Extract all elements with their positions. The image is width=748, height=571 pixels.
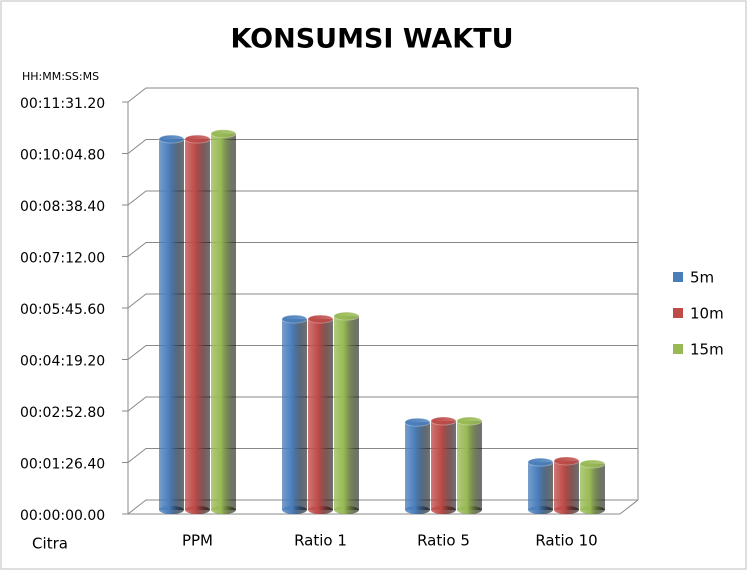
grid-line	[127, 345, 638, 360]
y-tick-label: 00:11:31.20	[20, 96, 105, 112]
y-tick-label: 00:07:12.00	[20, 251, 105, 267]
bar-cap	[579, 459, 606, 469]
y-tick-label: 00:00:00.00	[20, 508, 105, 524]
bar-cap	[430, 416, 457, 426]
bar-cap	[553, 456, 580, 466]
y-tick-label: 00:05:45.60	[20, 302, 105, 318]
bar	[334, 316, 359, 510]
legend-label: 10m	[690, 305, 724, 323]
bar-base	[185, 506, 210, 514]
bar	[185, 139, 210, 511]
bar-base	[405, 506, 430, 514]
bar-cap	[456, 416, 483, 426]
bar	[211, 133, 236, 510]
grid-line	[127, 139, 638, 154]
grid-line	[127, 190, 638, 206]
y-tick-label: 00:10:04.80	[20, 148, 105, 164]
grid-line	[127, 242, 638, 257]
bar-base	[334, 506, 359, 514]
bar	[308, 319, 333, 510]
bar-base	[159, 506, 184, 514]
x-tick-label: Ratio 5	[417, 532, 470, 550]
bar-cap	[333, 311, 360, 321]
bar-base	[528, 506, 553, 514]
legend-swatch	[673, 272, 683, 282]
bar	[528, 462, 553, 510]
bar	[431, 421, 456, 510]
grid-line	[127, 87, 638, 103]
y-axis-label: HH:MM:SS:MS	[22, 70, 99, 83]
legend-swatch	[673, 344, 683, 354]
y-tick-label: 00:08:38.40	[20, 199, 105, 215]
bar-base	[554, 506, 579, 514]
x-tick-label: PPM	[182, 532, 213, 550]
legend-label: 15m	[690, 341, 724, 359]
bar-base	[308, 506, 333, 514]
bar	[405, 422, 430, 510]
legend-swatch	[673, 308, 683, 318]
x-tick-label: Ratio 1	[294, 532, 347, 550]
grid-line	[127, 396, 638, 412]
bar-base	[580, 506, 605, 514]
bar-base	[282, 506, 307, 514]
x-tick-label: Ratio 10	[535, 532, 597, 550]
y-tick-label: 00:02:52.80	[20, 405, 105, 421]
bar	[554, 460, 579, 510]
bar-cap	[281, 314, 308, 324]
bar	[457, 421, 482, 510]
bar-cap	[307, 314, 334, 324]
bar-cap	[210, 129, 237, 139]
bar-base	[431, 506, 456, 514]
bar-cap	[404, 417, 431, 427]
bar-base	[211, 506, 236, 514]
legend-label: 5m	[690, 269, 714, 287]
bar	[159, 139, 184, 511]
bar-base	[457, 506, 482, 514]
bar-cap	[184, 134, 211, 144]
x-axis-label: Citra	[32, 535, 68, 553]
bar-cap	[527, 457, 554, 467]
axis-line	[619, 499, 639, 515]
bar	[282, 319, 307, 510]
bar	[580, 463, 605, 510]
grid-line	[127, 293, 638, 309]
y-tick-label: 00:01:26.40	[20, 457, 105, 473]
bar-cap	[158, 134, 185, 144]
y-tick-label: 00:04:19.20	[20, 354, 105, 370]
chart-title: KONSUMSI WAKTU	[230, 24, 513, 55]
